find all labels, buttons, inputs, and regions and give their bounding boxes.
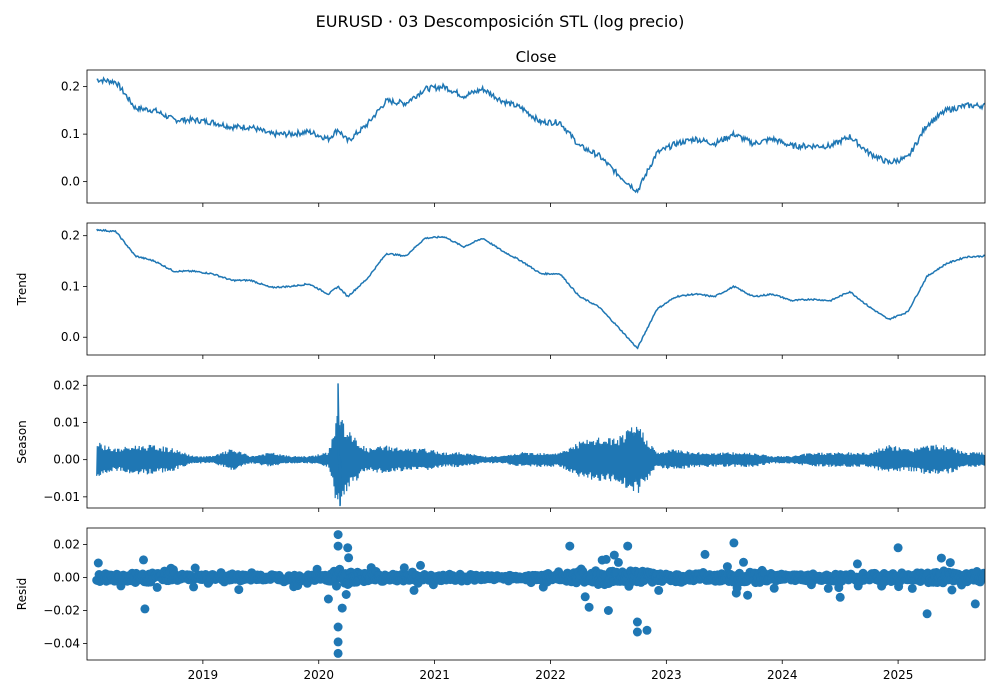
series-line (97, 229, 985, 348)
chart-panels: 0.0 0.1 0.2 Close 0.0 0.1 0.2 Trend −0.01 0.00 0.0… (15, 48, 990, 682)
resid-outlier (633, 628, 642, 637)
resid-outlier (140, 604, 149, 613)
resid-point (824, 584, 833, 593)
y-tick-label: 0.1 (61, 279, 80, 293)
y-tick-label: 0.01 (53, 415, 80, 429)
series-line (97, 78, 985, 192)
y-tick-label: 0.2 (61, 229, 80, 243)
y-tick-label: −0.01 (43, 490, 80, 504)
resid-point (946, 558, 955, 567)
resid-outlier (923, 609, 932, 618)
axes-frame (87, 376, 985, 508)
resid-outlier (585, 603, 594, 612)
y-tick-label: −0.04 (43, 637, 80, 651)
axes-frame (87, 528, 985, 660)
resid-outlier (334, 542, 343, 551)
x-tick-label: 2022 (535, 668, 566, 682)
y-tick-label: −0.02 (43, 604, 80, 618)
resid-point (416, 561, 425, 570)
panel-resid: −0.04 −0.02 0.00 0.02 2019 2020 2021 2022 2023 20… (15, 528, 990, 682)
resid-outlier (334, 637, 343, 646)
resid-outlier (565, 542, 574, 551)
y-tick-label: 0.00 (53, 571, 80, 585)
resid-point (602, 555, 611, 564)
plot-area (92, 530, 989, 658)
plot-area (97, 78, 985, 192)
panel-season: −0.01 0.00 0.01 0.02 Season (15, 376, 985, 512)
resid-point (614, 558, 623, 567)
resid-point (94, 559, 103, 568)
axes-frame (87, 223, 985, 355)
resid-outlier (894, 543, 903, 552)
resid-point (739, 558, 748, 567)
y-axis-label: Resid (15, 578, 29, 610)
x-tick-label: 2025 (883, 668, 914, 682)
y-axis-label: Trend (15, 273, 29, 307)
x-tick-label: 2023 (651, 668, 682, 682)
resid-outlier (633, 618, 642, 627)
x-tick-label: 2024 (767, 668, 798, 682)
y-tick-label: 0.0 (61, 175, 80, 189)
resid-outlier (334, 623, 343, 632)
resid-point (234, 585, 243, 594)
resid-outlier (343, 543, 352, 552)
resid-point (654, 586, 663, 595)
resid-point (908, 584, 917, 593)
resid-outlier (729, 538, 738, 547)
resid-point (338, 604, 347, 613)
resid-point (853, 559, 862, 568)
y-tick-label: 0.00 (53, 453, 80, 467)
resid-point (581, 592, 590, 601)
resid-outlier (701, 550, 710, 559)
resid-point (947, 586, 956, 595)
resid-point (342, 590, 351, 599)
resid-point (743, 591, 752, 600)
x-tick-label: 2020 (303, 668, 334, 682)
figure-suptitle: EURUSD · 03 Descomposición STL (log prec… (316, 12, 685, 31)
plot-area (97, 383, 985, 506)
resid-outlier (623, 542, 632, 551)
resid-outlier (971, 599, 980, 608)
panel-title: Close (516, 48, 557, 66)
resid-outlier (324, 595, 333, 604)
resid-point (189, 582, 198, 591)
resid-outlier (604, 606, 613, 615)
resid-point (937, 554, 946, 563)
y-tick-label: 0.02 (53, 378, 80, 392)
resid-point (139, 555, 148, 564)
resid-outlier (334, 530, 343, 539)
resid-point (344, 553, 353, 562)
resid-point (153, 583, 162, 592)
y-axis-label: Season (15, 420, 29, 464)
resid-outlier (836, 593, 845, 602)
resid-outlier (334, 649, 343, 658)
y-tick-label: 0.2 (61, 80, 80, 94)
x-tick-label: 2021 (419, 668, 450, 682)
resid-point (770, 584, 779, 593)
resid-point (332, 582, 341, 591)
panel-close: 0.0 0.1 0.2 Close (61, 48, 985, 207)
resid-outlier (643, 626, 652, 635)
y-tick-label: 0.02 (53, 538, 80, 552)
season-line (97, 416, 985, 505)
plot-area (97, 229, 985, 348)
y-tick-label: 0.1 (61, 127, 80, 141)
panel-trend: 0.0 0.1 0.2 Trend (15, 223, 985, 359)
y-tick-label: 0.0 (61, 330, 80, 344)
x-tick-label: 2019 (188, 668, 219, 682)
